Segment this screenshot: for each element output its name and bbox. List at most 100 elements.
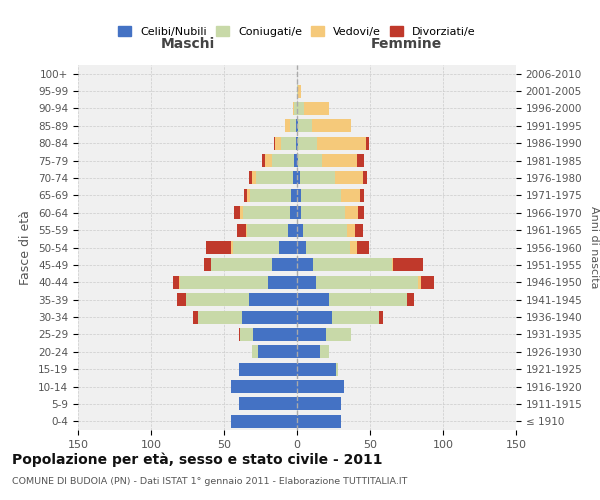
Bar — [362, 172, 367, 184]
Bar — [350, 241, 357, 254]
Bar — [252, 172, 256, 184]
Bar — [303, 224, 347, 236]
Bar — [252, 346, 257, 358]
Bar — [337, 362, 338, 376]
Bar — [407, 293, 414, 306]
Bar — [246, 224, 247, 236]
Bar — [297, 362, 337, 376]
Bar — [296, 136, 297, 149]
Bar — [317, 136, 365, 149]
Bar — [247, 224, 288, 236]
Bar — [297, 276, 316, 289]
Bar — [297, 346, 320, 358]
Bar — [297, 380, 344, 393]
Bar — [180, 276, 268, 289]
Bar — [365, 136, 368, 149]
Bar — [257, 346, 297, 358]
Bar — [347, 224, 355, 236]
Bar — [249, 172, 252, 184]
Bar — [357, 154, 364, 167]
Bar — [297, 136, 298, 149]
Bar — [297, 328, 326, 341]
Bar — [296, 120, 297, 132]
Bar — [297, 120, 298, 132]
Bar — [300, 172, 335, 184]
Bar — [297, 206, 301, 220]
Bar — [293, 102, 294, 115]
Bar — [335, 172, 363, 184]
Bar — [242, 310, 297, 324]
Bar — [233, 241, 280, 254]
Bar — [297, 415, 341, 428]
Bar — [268, 276, 297, 289]
Bar — [262, 154, 265, 167]
Text: COMUNE DI BUDOIA (PN) - Dati ISTAT 1° gennaio 2011 - Elaborazione TUTTITALIA.IT: COMUNE DI BUDOIA (PN) - Dati ISTAT 1° ge… — [12, 478, 407, 486]
Bar — [357, 241, 368, 254]
Bar — [243, 206, 290, 220]
Bar — [297, 172, 300, 184]
Text: Popolazione per età, sesso e stato civile - 2011: Popolazione per età, sesso e stato civil… — [12, 452, 383, 467]
Text: Maschi: Maschi — [160, 37, 215, 51]
Bar — [234, 206, 240, 220]
Y-axis label: Anni di nascita: Anni di nascita — [589, 206, 599, 289]
Text: Femmine: Femmine — [371, 37, 442, 51]
Bar — [394, 258, 422, 272]
Bar — [329, 293, 407, 306]
Bar — [306, 241, 350, 254]
Bar — [326, 328, 351, 341]
Bar — [249, 293, 297, 306]
Bar — [297, 189, 301, 202]
Bar — [358, 206, 364, 220]
Bar — [240, 328, 253, 341]
Bar — [286, 120, 290, 132]
Bar — [379, 310, 383, 324]
Bar — [298, 136, 317, 149]
Bar — [240, 206, 243, 220]
Bar — [265, 154, 272, 167]
Bar — [392, 258, 394, 272]
Bar — [232, 415, 297, 428]
Bar — [177, 293, 186, 306]
Bar — [247, 189, 250, 202]
Bar — [345, 206, 358, 220]
Bar — [272, 258, 297, 272]
Bar — [301, 206, 345, 220]
Bar — [320, 346, 329, 358]
Bar — [298, 84, 301, 98]
Bar — [256, 172, 293, 184]
Bar — [418, 276, 421, 289]
Bar — [244, 189, 247, 202]
Bar — [198, 310, 242, 324]
Bar — [313, 258, 392, 272]
Bar — [297, 154, 298, 167]
Bar — [274, 136, 275, 149]
Bar — [275, 136, 281, 149]
Bar — [316, 276, 418, 289]
Bar — [250, 189, 291, 202]
Bar — [237, 224, 246, 236]
Bar — [232, 241, 233, 254]
Bar — [281, 136, 296, 149]
Bar — [272, 154, 294, 167]
Bar — [186, 293, 249, 306]
Y-axis label: Fasce di età: Fasce di età — [19, 210, 32, 285]
Bar — [297, 224, 303, 236]
Bar — [297, 398, 341, 410]
Bar — [203, 258, 211, 272]
Bar — [293, 172, 297, 184]
Bar — [253, 328, 297, 341]
Bar — [311, 120, 351, 132]
Bar — [304, 102, 329, 115]
Bar — [239, 328, 240, 341]
Bar — [179, 276, 180, 289]
Bar — [341, 189, 360, 202]
Bar — [239, 362, 297, 376]
Bar — [297, 84, 298, 98]
Bar — [298, 154, 322, 167]
Bar — [355, 224, 362, 236]
Bar — [288, 224, 297, 236]
Bar — [280, 241, 297, 254]
Bar — [322, 154, 357, 167]
Bar — [290, 120, 296, 132]
Bar — [291, 189, 297, 202]
